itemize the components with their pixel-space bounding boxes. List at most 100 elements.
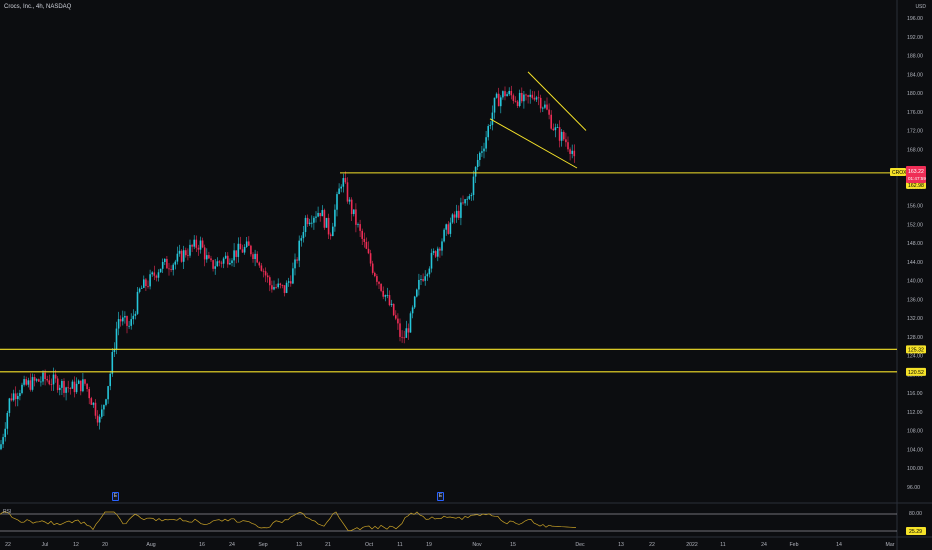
candle-body: [98, 416, 101, 423]
candle-body: [325, 217, 328, 228]
time-tick: 15: [510, 542, 516, 548]
candle-body: [367, 248, 370, 254]
candle-body: [308, 222, 311, 225]
candle-body: [71, 381, 74, 389]
symbol-tag: [890, 168, 906, 176]
candle-body: [86, 383, 88, 390]
candle-body: [403, 337, 405, 339]
candle-body: [61, 380, 63, 388]
candle-body: [462, 202, 464, 204]
wedge-trendline-2: [489, 118, 578, 169]
candle-body: [233, 250, 235, 261]
candle-body: [445, 224, 447, 230]
support-low-price-label: 120.52: [906, 367, 926, 376]
candle-body: [357, 224, 359, 225]
candle-body: [380, 283, 382, 291]
price-tick: 168.00: [907, 147, 923, 153]
candle-body: [464, 199, 466, 204]
earnings-marker-1[interactable]: E: [112, 492, 119, 501]
candle-body: [42, 372, 44, 382]
candle-body: [472, 176, 475, 195]
candle-body: [222, 258, 225, 264]
candle-body: [365, 241, 368, 249]
price-tick: 172.00: [907, 129, 923, 135]
candle-body: [239, 243, 242, 250]
time-tick: Nov: [472, 542, 482, 548]
candle-body: [216, 261, 219, 267]
candle-body: [264, 271, 267, 276]
candle-body: [521, 92, 523, 102]
rsi-value-text: 25.29: [909, 529, 922, 535]
candle-body: [2, 437, 4, 445]
candle-body: [407, 328, 410, 333]
candle-body: [537, 97, 540, 99]
candle-body: [90, 398, 93, 405]
candle-body: [103, 404, 105, 410]
candle-body: [531, 94, 534, 98]
candle-body: [77, 380, 80, 384]
candle-body: [189, 244, 191, 256]
candle-body: [334, 209, 336, 227]
candle-body: [161, 261, 164, 269]
candle-body: [533, 97, 536, 100]
candle-body: [502, 91, 504, 98]
candle-body: [302, 232, 305, 239]
candle-body: [275, 287, 277, 288]
candle-body: [514, 100, 517, 102]
candle-body: [266, 275, 269, 278]
candle-body: [256, 253, 258, 263]
candle-body: [130, 319, 132, 326]
time-tick: 22: [649, 542, 655, 548]
candle-body: [495, 93, 498, 98]
symbol-legend[interactable]: Crocs, Inc., 4h, NASDAQ: [4, 4, 72, 10]
candle-body: [384, 295, 387, 297]
candle-body: [138, 288, 141, 292]
candle-body: [311, 222, 313, 224]
candle-body: [21, 384, 23, 394]
candle-body: [75, 383, 78, 393]
candle-body: [153, 272, 156, 276]
time-tick: 11: [397, 542, 402, 548]
price-tick: 136.00: [907, 297, 923, 303]
earnings-marker-2[interactable]: E: [437, 492, 444, 501]
candle-body: [395, 315, 397, 319]
candle-body: [569, 149, 571, 154]
candle-body: [510, 90, 513, 96]
candle-body: [151, 272, 153, 275]
candle-body: [346, 182, 349, 202]
candle-body: [105, 399, 107, 405]
time-tick: Dec: [575, 542, 585, 548]
candle-body: [56, 378, 59, 391]
symbol-tag-text: CROX: [892, 170, 907, 176]
candle-body: [411, 307, 414, 314]
candle-body: [363, 238, 366, 242]
candle-body: [350, 199, 353, 215]
support-mid-price-label: 125.32: [906, 345, 926, 354]
candle-body: [96, 415, 99, 423]
candle-body: [369, 253, 372, 264]
price-tick: 124.00: [907, 354, 923, 360]
candle-body: [92, 402, 95, 405]
candle-body: [25, 379, 27, 385]
candle-body: [176, 253, 179, 262]
price-tick: 140.00: [907, 279, 923, 285]
candle-body: [329, 234, 332, 237]
candle-body: [508, 90, 510, 95]
rsi-label[interactable]: RSI: [3, 509, 12, 515]
candle-body: [348, 199, 351, 202]
candle-body: [254, 253, 256, 260]
candle-body: [409, 313, 412, 333]
price-tick: 188.00: [907, 54, 923, 60]
currency-label[interactable]: USD: [915, 4, 926, 10]
candle-body: [300, 238, 303, 241]
candle-body: [565, 139, 567, 143]
candle-body: [443, 229, 445, 242]
candle-body: [319, 212, 321, 217]
candle-body: [132, 315, 135, 320]
candles: [0, 85, 576, 451]
time-tick: 14: [836, 542, 842, 548]
candle-body: [449, 222, 452, 234]
candle-body: [281, 284, 284, 286]
candle-body: [416, 289, 418, 297]
